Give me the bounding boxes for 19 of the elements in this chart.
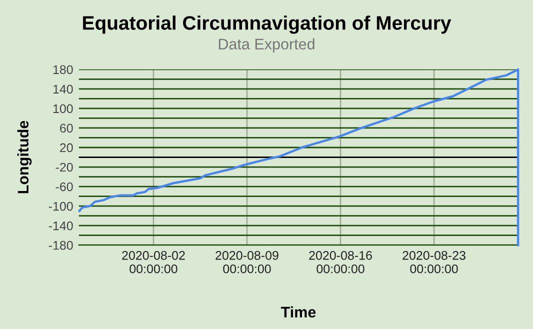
chart-title: Equatorial Circumnavigation of Mercury: [83, 16, 452, 34]
y-tick-label: 180: [53, 65, 73, 74]
y-tick-label: -140: [48, 221, 73, 230]
x-tick-label: 2020-08-16 00:00:00: [309, 250, 372, 274]
y-tick-label: -20: [56, 162, 73, 172]
y-tick-label: 140: [53, 84, 73, 94]
y-tick-label: 100: [53, 104, 73, 114]
chart-subtitle: Data Exported: [218, 38, 314, 53]
y-tick-label: -100: [48, 202, 73, 211]
y-tick-label: -180: [48, 240, 73, 250]
x-tick-label: 2020-08-09 00:00:00: [216, 250, 278, 274]
line-series: [78, 68, 520, 246]
x-tick-label: 2020-08-02 00:00:00: [122, 250, 185, 274]
x-axis-title: Time: [280, 306, 316, 318]
y-tick-label: 60: [60, 124, 73, 133]
y-tick-label: -60: [56, 182, 73, 192]
x-tick-label: 2020-08-23 00:00:00: [402, 250, 466, 274]
y-axis-title: Longitude: [17, 120, 32, 194]
y-tick-label: 20: [60, 143, 73, 152]
